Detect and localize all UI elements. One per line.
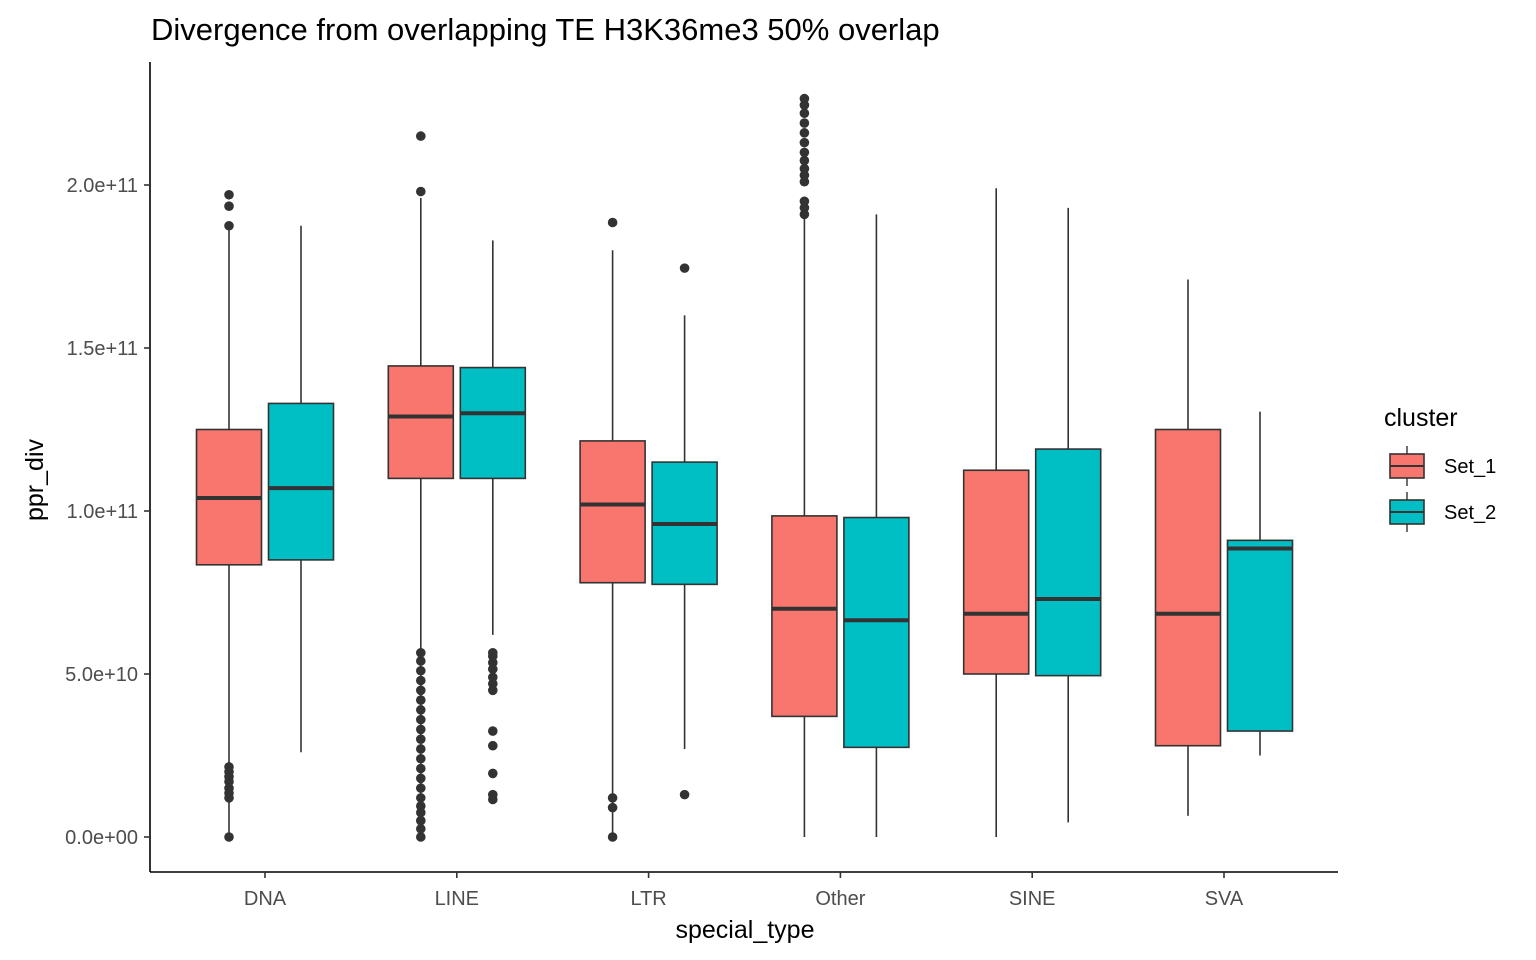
iqr-box: [1226, 539, 1294, 732]
box-ltr-set_2: [651, 263, 718, 800]
box-other-set_1: [771, 93, 838, 837]
outlier-point: [224, 220, 234, 231]
iqr-box: [579, 440, 646, 584]
outlier-point: [416, 734, 426, 744]
y-tick-label: 1.0e+11: [67, 501, 138, 523]
box-sine-set_1: [962, 188, 1030, 837]
box-dna-set_1: [195, 189, 263, 842]
outlier-point: [799, 93, 810, 104]
outlier-point: [416, 815, 426, 826]
box-other-set_2: [843, 214, 910, 837]
outlier-point: [488, 740, 498, 751]
x-tick-label: SINE: [1009, 888, 1056, 910]
outlier-point: [488, 789, 498, 800]
y-axis-title: ppr_div: [21, 439, 49, 521]
box-line-set_2: [459, 240, 527, 805]
legend-item-set_1: Set_1: [1389, 446, 1496, 486]
box-sva-set_1: [1154, 279, 1222, 816]
outlier-point: [416, 685, 426, 696]
iqr-box: [1034, 448, 1102, 677]
outlier-point: [607, 217, 618, 228]
y-tick-label: 5.0e+10: [65, 664, 138, 686]
iqr-box: [459, 366, 527, 480]
x-tick-label: Other: [815, 888, 865, 910]
outlier-point: [416, 186, 426, 197]
outlier-point: [416, 801, 426, 811]
outlier-point: [416, 656, 426, 666]
x-tick-label: LTR: [630, 888, 666, 910]
outlier-point: [416, 705, 426, 715]
outlier-point: [799, 137, 810, 148]
series-set_1: [195, 93, 1222, 842]
outlier-point: [679, 263, 690, 273]
plot-area: [195, 93, 1294, 842]
legend-label: Set_2: [1444, 502, 1496, 524]
outlier-point: [488, 768, 498, 779]
x-tick-label: SVA: [1205, 888, 1244, 910]
outlier-point: [799, 196, 810, 207]
outlier-point: [488, 672, 498, 683]
outlier-point: [799, 147, 810, 158]
outlier-point: [416, 131, 426, 141]
iqr-box: [1154, 428, 1222, 747]
outlier-point: [416, 665, 426, 676]
y-tick-label: 2.0e+11: [67, 175, 138, 197]
outlier-point: [799, 163, 810, 174]
outlier-point: [607, 802, 618, 813]
box-sine-set_2: [1034, 207, 1102, 823]
outlier-point: [799, 128, 810, 138]
y-tick-label: 1.5e+11: [67, 338, 138, 360]
outlier-point: [416, 714, 426, 725]
iqr-box: [771, 515, 838, 718]
legend-item-set_2: Set_2: [1389, 492, 1496, 532]
series-set_2: [267, 207, 1294, 837]
y-tick-label: 0.0e+00: [65, 827, 138, 849]
outlier-point: [416, 695, 426, 705]
outlier-point: [799, 118, 810, 128]
axes: 0.0e+00 5.0e+10 1.0e+11 1.5e+11 2.0e+11 DNA LI…: [65, 62, 1338, 910]
outlier-point: [416, 675, 426, 686]
outlier-point: [224, 762, 234, 772]
outlier-point: [416, 724, 426, 735]
outlier-point: [416, 832, 426, 842]
outlier-point: [224, 189, 234, 200]
iqr-box: [962, 469, 1030, 675]
outlier-point: [679, 789, 690, 800]
legend-title: cluster: [1384, 404, 1458, 432]
outlier-point: [416, 824, 426, 834]
box-sva-set_2: [1226, 411, 1294, 756]
iqr-box: [843, 516, 910, 749]
outlier-point: [416, 744, 426, 754]
outlier-point: [416, 648, 426, 658]
legend-label: Set_1: [1444, 456, 1496, 478]
chart-title: Divergence from overlapping TE H3K36me3 …: [151, 12, 940, 47]
outlier-point: [224, 832, 234, 842]
iqr-box: [387, 365, 455, 480]
outlier-point: [799, 155, 810, 166]
outlier-point: [607, 832, 618, 842]
x-tick-label: LINE: [435, 888, 479, 910]
outlier-point: [416, 763, 426, 774]
outlier-point: [416, 793, 426, 803]
box-dna-set_2: [267, 225, 335, 753]
outlier-point: [799, 108, 810, 119]
x-axis-title: special_type: [676, 916, 815, 944]
outlier-point: [488, 648, 498, 658]
outlier-point: [416, 773, 426, 784]
outlier-point: [416, 783, 426, 793]
legend: cluster Set_1 Set_2: [1384, 404, 1496, 532]
x-tick-label: DNA: [244, 888, 287, 910]
box-line-set_1: [387, 131, 455, 842]
outlier-point: [607, 793, 618, 803]
outlier-point: [416, 753, 426, 764]
box-ltr-set_1: [579, 217, 646, 842]
outlier-point: [224, 201, 234, 211]
outlier-point: [488, 726, 498, 736]
iqr-box: [267, 402, 335, 561]
